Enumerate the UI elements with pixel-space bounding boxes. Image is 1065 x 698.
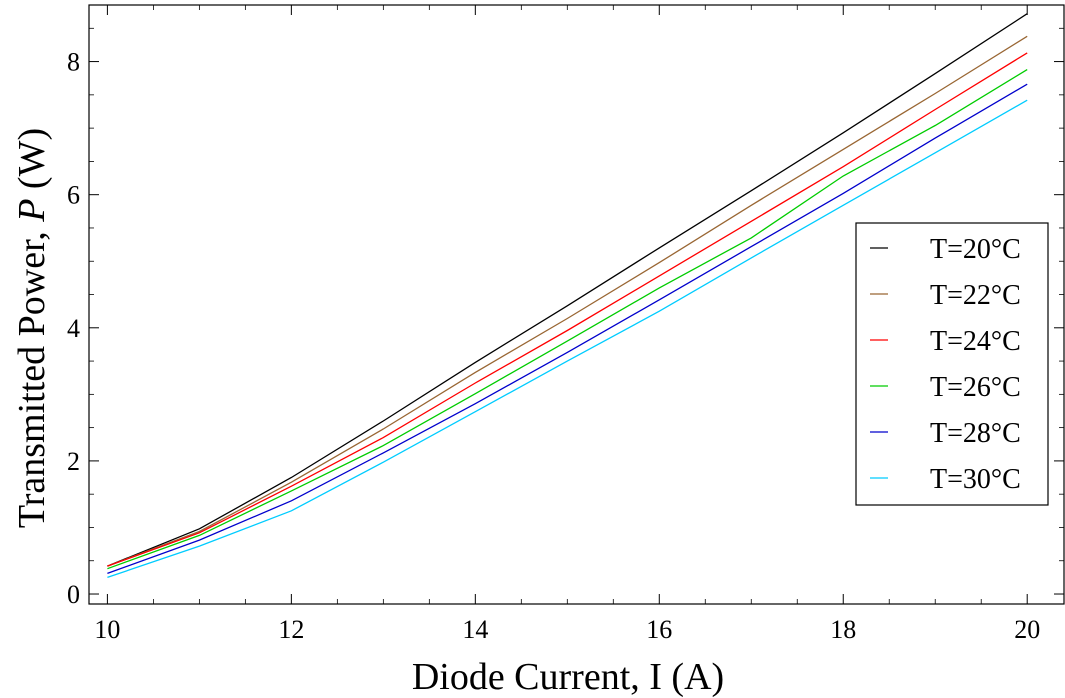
- series-line: [107, 99, 1028, 579]
- legend-box: [855, 222, 1049, 506]
- series-line: [107, 83, 1028, 575]
- x-tick-label: 18: [830, 615, 856, 644]
- y-tick-label: 0: [67, 580, 80, 609]
- series-line: [107, 52, 1028, 567]
- legend-label: T=30°C: [930, 464, 1021, 495]
- x-axis-title: Diode Current, I (A): [412, 656, 724, 698]
- y-tick-label: 4: [67, 314, 80, 343]
- legend-label: T=22°C: [930, 280, 1021, 311]
- y-axis-title: Transmitted Power, P (W): [11, 128, 53, 528]
- legend-items: T=20°C T=22°C T=24°C T=26°C T=28°C T=30°C: [870, 234, 1021, 495]
- x-tick-label: 20: [1014, 615, 1040, 644]
- y-tick-label: 6: [67, 181, 80, 210]
- y-ticks: 0 2 4 6 8: [67, 27, 1064, 609]
- legend-label: T=26°C: [930, 372, 1021, 403]
- x-tick-label: 16: [646, 615, 672, 644]
- legend-label: T=28°C: [930, 418, 1021, 449]
- series-line: [107, 35, 1028, 567]
- plot-frame: [88, 4, 1065, 605]
- y-axis-title-suffix: (W): [11, 128, 53, 199]
- x-tick-label: 12: [278, 615, 304, 644]
- y-axis-title-prefix: Transmitted Power,: [11, 222, 53, 528]
- x-tick-label: 14: [462, 615, 488, 644]
- legend-label: T=24°C: [930, 326, 1021, 357]
- x-tick-label: 10: [94, 615, 120, 644]
- series-line: [107, 69, 1028, 570]
- y-tick-label: 8: [67, 48, 80, 77]
- x-ticks: 10 12 14 16 18 20: [94, 5, 1040, 644]
- legend: T=20°C T=22°C T=24°C T=26°C T=28°C T=30°C: [855, 222, 1049, 506]
- y-axis-title-symbol: P: [11, 199, 53, 223]
- y-tick-label: 2: [67, 447, 80, 476]
- legend-label: T=20°C: [930, 234, 1021, 265]
- series-line: [107, 13, 1028, 567]
- series-lines: [107, 13, 1028, 579]
